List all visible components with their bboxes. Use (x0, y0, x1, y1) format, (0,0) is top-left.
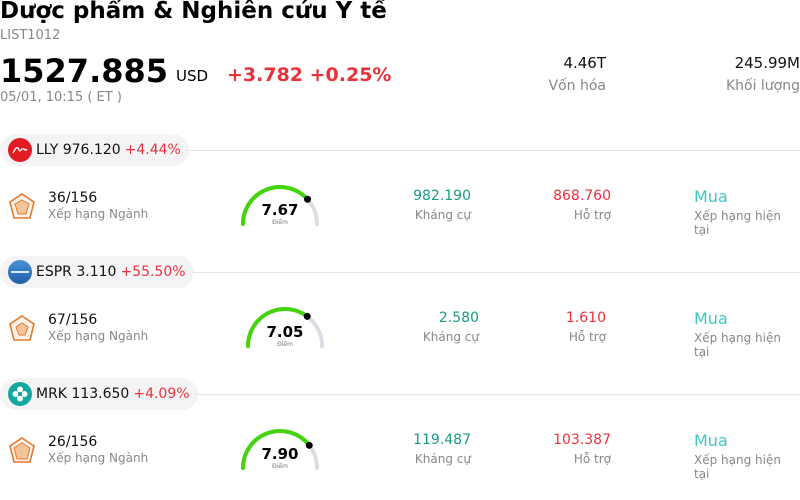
industry-rank-label: Xếp hạng Ngành (48, 329, 149, 343)
score-label: Điểm (277, 341, 293, 348)
change-percent: +4.09% (133, 386, 190, 402)
gauge-fill (241, 185, 310, 226)
industry-rank-label: Xếp hạng Ngành (48, 451, 149, 465)
market-cap-label: Vốn hóa (548, 78, 606, 94)
list-code: LIST1012 (0, 28, 61, 43)
support-value: 1.610 (565, 310, 606, 326)
section-divider (192, 272, 800, 273)
section-divider (196, 394, 800, 395)
gauge-dot (303, 312, 311, 320)
stock-card-lly: LLY 976.120 +4.44% 36/156 Xếp hạng Ngành… (0, 134, 800, 256)
support-label: Hỗ trợ (573, 208, 611, 222)
volume-label: Khối lượng (725, 78, 800, 94)
pentagon-rank-icon (9, 315, 35, 341)
pentagon-rank-icon (9, 437, 35, 463)
score-label: Điểm (272, 219, 288, 226)
stock-pill-espr[interactable]: ESPR 3.110 +55.50% (0, 256, 194, 288)
industry-rank: 26/156 (48, 434, 98, 450)
rating-label: Xếp hạng hiện tại (694, 453, 781, 481)
support-label: Hỗ trợ (573, 452, 611, 466)
page-title: Dược phẩm & Nghiên cứu Y tế (0, 0, 387, 24)
score-gauge: 7.05 Điểm (245, 300, 331, 350)
score-value: 7.05 (266, 323, 304, 341)
change-percent: +4.44% (124, 142, 181, 158)
score-gauge: 7.67 Điểm (240, 178, 326, 228)
resistance-value: 119.487 (413, 432, 471, 448)
support-label: Hỗ trợ (568, 330, 606, 344)
gauge-fill (246, 306, 310, 348)
resistance-label: Kháng cự (414, 452, 471, 466)
gauge-fill (241, 428, 312, 470)
rating-value: Mua (694, 431, 728, 450)
stock-pill-mrk[interactable]: MRK 113.650 +4.09% (0, 378, 198, 410)
industry-rank: 36/156 (48, 190, 98, 206)
merck-logo-icon (8, 382, 32, 406)
stock-card-espr: ESPR 3.110 +55.50% 67/156 Xếp hạng Ngành… (0, 256, 800, 378)
gauge-dot (304, 195, 312, 203)
market-cap-value: 4.46T (563, 54, 606, 72)
support-value: 868.760 (553, 188, 611, 204)
rating-value: Mua (694, 187, 728, 206)
lilly-logo-icon (8, 138, 32, 162)
currency-label: USD (176, 67, 209, 85)
resistance-label: Kháng cự (414, 208, 471, 222)
timestamp: 05/01, 10:15 ( ET ) (0, 90, 122, 105)
score-gauge: 7.90 Điểm (240, 422, 326, 472)
resistance-label: Kháng cự (422, 330, 479, 344)
section-divider (186, 150, 800, 151)
industry-rank: 67/156 (48, 312, 98, 328)
ticker-price: ESPR 3.110 (36, 264, 117, 280)
stock-card-mrk: MRK 113.650 +4.09% 26/156 Xếp hạng Ngành… (0, 378, 800, 500)
resistance-value: 2.580 (438, 310, 479, 326)
rating-label: Xếp hạng hiện tại (694, 209, 781, 237)
rating-value: Mua (694, 309, 728, 328)
score-value: 7.67 (261, 201, 299, 219)
resistance-value: 982.190 (413, 188, 471, 204)
score-label: Điểm (272, 463, 288, 470)
esperion-logo-icon (8, 260, 32, 284)
industry-rank-label: Xếp hạng Ngành (48, 207, 149, 221)
index-change: +3.782 +0.25% (227, 64, 392, 86)
stock-pill-lly[interactable]: LLY 976.120 +4.44% (0, 134, 189, 166)
ticker-price: MRK 113.650 (36, 386, 130, 402)
support-value: 103.387 (553, 432, 611, 448)
volume-value: 245.99M (734, 54, 800, 72)
index-price: 1527.885 (0, 52, 169, 90)
pentagon-rank-icon (9, 193, 35, 219)
change-percent: +55.50% (120, 264, 186, 280)
gauge-dot (305, 441, 313, 449)
rating-label: Xếp hạng hiện tại (694, 331, 781, 359)
score-value: 7.90 (261, 445, 299, 463)
ticker-price: LLY 976.120 (36, 142, 121, 158)
